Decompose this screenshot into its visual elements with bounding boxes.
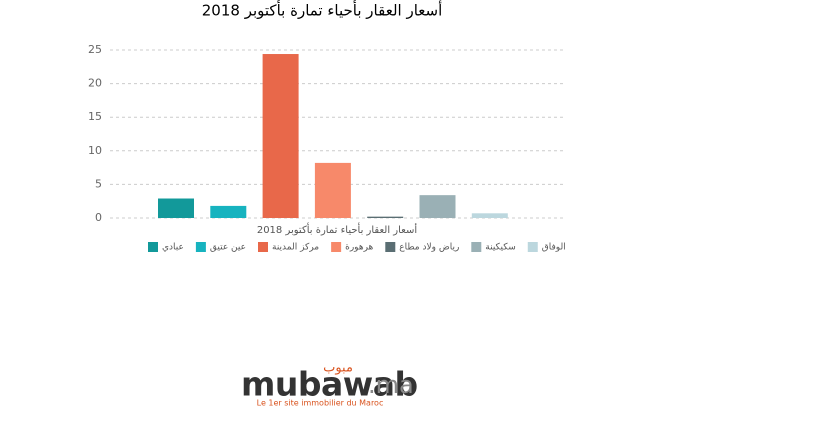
legend-swatch	[471, 242, 482, 252]
y-tick-label: 15	[88, 110, 102, 123]
logo-tld: .ma	[368, 371, 414, 399]
legend-label: هرهورة	[345, 243, 373, 253]
legend-swatch	[148, 242, 158, 252]
x-tick-label: أسعار العقار بأحياء تمارة بأكتوبر 2018	[257, 222, 418, 236]
y-tick-label: 20	[88, 77, 102, 90]
chart-title: أسعار العقار بأحياء تمارة بأكتوبر 2018	[202, 0, 443, 20]
legend-swatch	[385, 242, 396, 252]
legend-label: الوفاق	[542, 243, 566, 253]
legend-swatch	[527, 242, 538, 252]
y-tick-label: 0	[95, 211, 102, 224]
legend-swatch	[258, 242, 268, 252]
logo-name: mubawab	[241, 365, 418, 404]
logo-tagline: Le 1er site immobilier du Maroc	[257, 399, 384, 408]
legend-label: رياض ولاد مطاع	[399, 243, 459, 253]
legend-swatch	[331, 242, 342, 252]
legend-swatch	[195, 242, 206, 252]
y-tick-label: 5	[95, 177, 102, 190]
bar	[367, 216, 404, 218]
logo-arabic: مبوب	[323, 361, 353, 376]
bar	[210, 205, 247, 218]
bar	[419, 195, 456, 218]
legend-label: مركز المدينة	[272, 243, 319, 253]
legend-label: عبادي	[162, 243, 184, 253]
legend-label: عين عتيق	[210, 243, 246, 253]
logo: mubawab .ma مبوب Le 1er site immobilier …	[241, 361, 418, 408]
y-tick-label: 10	[88, 144, 102, 157]
bar	[471, 213, 508, 218]
bar	[262, 54, 299, 219]
bar	[158, 198, 194, 218]
bar	[314, 162, 351, 218]
legend-label: سكيكينة	[485, 243, 515, 253]
y-tick-label: 25	[88, 43, 102, 56]
